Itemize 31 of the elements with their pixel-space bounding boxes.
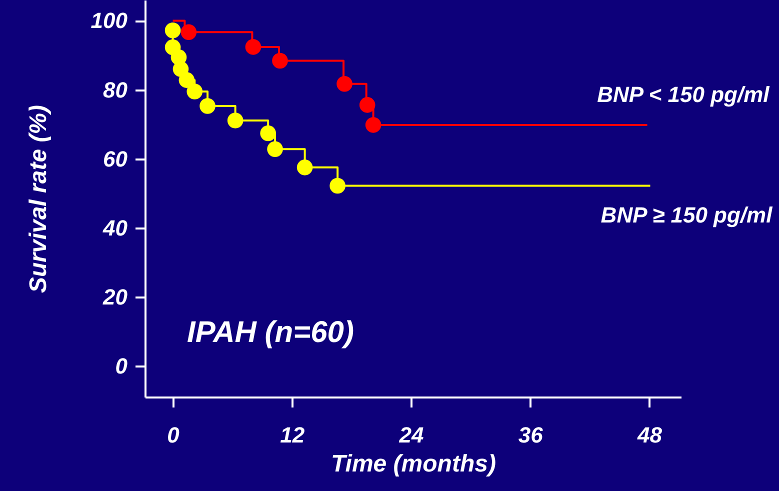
y-axis-title: Survival rate (%) xyxy=(24,104,52,294)
x-tick-label: 48 xyxy=(636,422,663,448)
y-tick-label: 60 xyxy=(103,146,128,172)
x-tick-label: 36 xyxy=(518,422,544,448)
point xyxy=(178,72,195,88)
point xyxy=(359,97,376,113)
y-tick-label: 80 xyxy=(103,77,128,102)
point xyxy=(260,125,276,142)
point xyxy=(336,76,352,92)
point xyxy=(330,178,346,194)
x-axis-title: Time (months) xyxy=(331,450,496,478)
point xyxy=(186,84,203,100)
x-tick-label: 24 xyxy=(398,422,424,448)
point xyxy=(164,22,181,38)
x-tick-label: 12 xyxy=(280,422,306,448)
point xyxy=(272,52,288,69)
x-tick-label: 0 xyxy=(167,422,180,448)
annotation: IPAH (n=60) xyxy=(187,316,354,349)
y-tick-label: 40 xyxy=(102,215,128,240)
point xyxy=(200,98,216,114)
point xyxy=(365,117,382,133)
y-tick-label: 20 xyxy=(102,284,128,310)
y-tick-label: 100 xyxy=(90,8,128,34)
y-tick-label: 0 xyxy=(115,353,128,378)
point xyxy=(267,141,283,158)
series-label: BNP < 150 pg/ml xyxy=(597,82,770,107)
point xyxy=(245,39,262,55)
series-label: BNP ≥ 150 pg/ml xyxy=(600,202,774,228)
point xyxy=(180,24,197,40)
point xyxy=(296,160,313,176)
point xyxy=(227,112,244,128)
